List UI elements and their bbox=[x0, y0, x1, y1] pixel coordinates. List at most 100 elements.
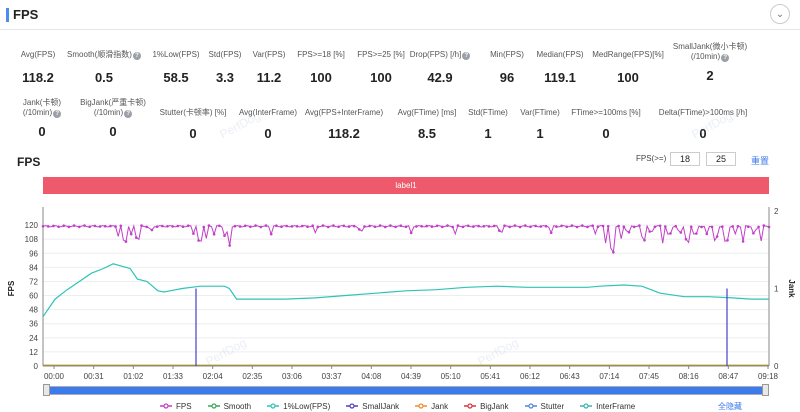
fps-point bbox=[295, 225, 299, 228]
fps-point bbox=[617, 224, 620, 228]
fps-point bbox=[384, 225, 387, 229]
fps-point bbox=[498, 229, 501, 232]
legend-label: Stutter bbox=[540, 401, 565, 411]
help-icon[interactable]: ? bbox=[53, 110, 62, 118]
stat-1-4: Var(FPS) 11.2 bbox=[214, 50, 324, 85]
hide-all-button[interactable]: 全隐藏 bbox=[718, 402, 742, 411]
fps-point bbox=[404, 225, 408, 229]
fps-point bbox=[612, 251, 615, 254]
y-tick-label: 84 bbox=[29, 263, 38, 272]
legend-swatch-icon bbox=[207, 402, 220, 410]
stat-2-0: Jank(卡顿) (/10min)? 0 bbox=[0, 98, 97, 139]
fps-point bbox=[710, 225, 714, 229]
x-tick-label: 07:45 bbox=[639, 372, 660, 381]
stat-2-2: Stutter(卡顿率) [%] 0 bbox=[138, 108, 248, 141]
legend-item[interactable]: FPS bbox=[160, 400, 192, 412]
stat-1-11: SmallJank(微小卡顿) (/10min)? 2 bbox=[655, 42, 765, 83]
stat-value: 8.5 bbox=[417, 126, 437, 141]
fps-point bbox=[420, 225, 423, 228]
stat-value: 58.5 bbox=[163, 70, 189, 85]
fps-point bbox=[202, 225, 206, 229]
stat-1-9: Median(FPS) 119.1 bbox=[505, 50, 615, 85]
legend-item[interactable]: 1%Low(FPS) bbox=[267, 400, 330, 412]
help-icon[interactable]: ? bbox=[462, 52, 471, 60]
fps-point bbox=[378, 224, 382, 227]
y-tick-label: 108 bbox=[25, 235, 39, 244]
fps-point bbox=[632, 225, 636, 229]
fps-point bbox=[223, 234, 226, 237]
chart-legend: FPS Smooth 1%Low(FPS) SmallJank Jank BigJank S… bbox=[160, 400, 635, 412]
stat-label: FPS>=25 [%] bbox=[357, 50, 405, 59]
fps-point bbox=[581, 224, 584, 227]
stat-value: 96 bbox=[499, 70, 515, 85]
legend-item[interactable]: Stutter bbox=[524, 400, 565, 412]
fps-point bbox=[114, 225, 117, 228]
x-tick-label: 01:02 bbox=[123, 372, 144, 381]
fps-point bbox=[41, 225, 45, 228]
x-tick-label: 06:43 bbox=[560, 372, 581, 381]
stat-1-2: 1%Low(FPS) 58.5 bbox=[121, 50, 231, 85]
stat-2-4: Avg(FPS+InterFrame) 118.2 bbox=[289, 108, 399, 141]
legend-item[interactable]: SmallJank bbox=[346, 400, 399, 412]
fps-point bbox=[518, 225, 522, 229]
fps-point bbox=[529, 225, 532, 229]
stat-label: 1%Low(FPS) bbox=[152, 50, 200, 59]
fps-point bbox=[627, 230, 631, 234]
fps-point bbox=[441, 225, 444, 229]
fps-point bbox=[93, 224, 97, 228]
stat-2-8: FTime>=100ms [%] 0 bbox=[551, 108, 661, 141]
x-tick-label: 06:12 bbox=[520, 372, 541, 381]
fps-point bbox=[238, 225, 242, 228]
help-icon[interactable]: ? bbox=[124, 110, 133, 118]
fps-point bbox=[689, 225, 693, 229]
fps-point bbox=[337, 225, 340, 229]
help-icon[interactable]: ? bbox=[132, 52, 141, 60]
legend-item[interactable]: InterFrame bbox=[580, 400, 635, 412]
y-tick-label: 48 bbox=[29, 306, 38, 315]
legend-item[interactable]: Jank bbox=[415, 400, 448, 412]
time-range-slider[interactable] bbox=[43, 384, 769, 396]
legend-item[interactable]: BigJank bbox=[464, 400, 509, 412]
legend-swatch-icon bbox=[267, 402, 280, 410]
fps-point bbox=[570, 224, 574, 227]
stat-label: SmallJank(微小卡顿) bbox=[672, 42, 748, 51]
stat-1-6: FPS>=25 [%] 100 bbox=[326, 50, 436, 85]
fps-point bbox=[301, 224, 304, 228]
fps-point bbox=[280, 225, 283, 228]
fps-point bbox=[684, 237, 688, 241]
fps-threshold-high-input[interactable] bbox=[706, 152, 736, 166]
x-tick-label: 02:04 bbox=[203, 372, 224, 381]
fps-point bbox=[212, 232, 216, 236]
stat-value: 42.9 bbox=[427, 70, 453, 85]
x-tick-label: 01:33 bbox=[163, 372, 184, 381]
collapse-button[interactable]: ⌄ bbox=[770, 4, 790, 24]
stat-2-6: Std(FTime) 1 bbox=[433, 108, 543, 141]
help-icon[interactable]: ? bbox=[721, 54, 730, 62]
label-bar[interactable]: label1 bbox=[43, 177, 769, 194]
y-tick-label: 96 bbox=[29, 249, 38, 258]
fps-point bbox=[487, 225, 491, 228]
fps-point bbox=[472, 225, 475, 228]
stat-value: 0 bbox=[264, 126, 272, 141]
legend-label: Smooth bbox=[223, 401, 252, 411]
fps-threshold-low-input[interactable] bbox=[670, 152, 700, 166]
y-tick-label: 24 bbox=[29, 334, 38, 343]
y-tick-label: 36 bbox=[29, 320, 38, 329]
slider-track[interactable] bbox=[43, 386, 769, 395]
fps-point bbox=[83, 224, 86, 227]
fps-point bbox=[560, 224, 563, 228]
slider-end-handle[interactable] bbox=[762, 384, 769, 396]
fps-point bbox=[394, 225, 397, 229]
legend-item[interactable]: Smooth bbox=[207, 400, 252, 412]
fps-point bbox=[62, 224, 65, 227]
reset-button[interactable]: 重置 bbox=[751, 156, 770, 166]
fps-point bbox=[249, 225, 252, 229]
fps-point bbox=[316, 225, 320, 229]
y-tick-label: 120 bbox=[25, 221, 39, 230]
x-tick-label: 04:39 bbox=[401, 372, 422, 381]
y-right-tick-label: 0 bbox=[774, 362, 779, 371]
chart-title: FPS bbox=[17, 155, 41, 169]
slider-start-handle[interactable] bbox=[43, 384, 50, 396]
fps-point bbox=[674, 224, 677, 228]
